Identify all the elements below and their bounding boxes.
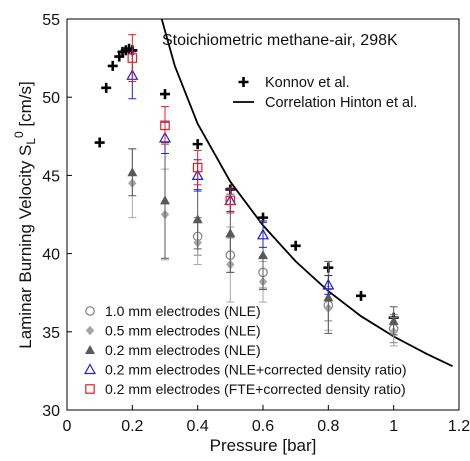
y-axis-label-sub: L	[24, 138, 38, 145]
y-tick-label: 30	[42, 403, 60, 420]
y-tick-label: 35	[42, 325, 60, 342]
data-point	[108, 61, 118, 71]
x-tick-label: 0.6	[252, 418, 274, 435]
y-tick-label: 45	[42, 168, 60, 185]
y-axis-label-unit: [cm/s]	[16, 81, 35, 131]
legend-entry-label: Konnov et al.	[265, 75, 350, 91]
legend-top: Konnov et al. Correlation Hinton et al.	[233, 75, 417, 111]
x-tick-label: 1.2	[448, 418, 470, 435]
data-point	[225, 228, 235, 237]
data-point	[95, 138, 105, 148]
data-point	[291, 241, 301, 251]
legend-marker	[86, 385, 94, 393]
series-0	[95, 44, 399, 323]
legend-bottom: 1.0 mm electrodes (NLE) 0.5 mm electrodes…	[85, 303, 407, 397]
legend-marker	[86, 307, 94, 315]
y-tick-label: 40	[42, 247, 60, 264]
data-point	[127, 167, 137, 176]
y-tick-label: 55	[42, 12, 60, 29]
legend-entry-label: 0.2 mm electrodes (NLE)	[105, 342, 261, 358]
legend-marker	[239, 77, 249, 87]
data-point	[193, 139, 203, 149]
x-tick-label: 0.4	[187, 418, 209, 435]
legend-marker	[85, 345, 95, 354]
legend-entry-label: 0.2 mm electrodes (NLE+corrected density…	[105, 362, 407, 378]
y-axis-label-main: Laminar Burning Velocity S	[16, 145, 35, 349]
legend-entry-label: 0.5 mm electrodes (NLE)	[105, 323, 261, 339]
y-ticks: 30 35 40 45 50 55	[42, 12, 72, 420]
x-tick-label: 0.8	[317, 418, 339, 435]
y-axis-label: Laminar Burning Velocity SL0 [cm/s]	[12, 81, 38, 349]
data-point	[258, 250, 268, 259]
data-point	[193, 214, 203, 223]
data-point	[160, 89, 170, 99]
legend-marker	[85, 365, 95, 374]
series-6	[128, 35, 234, 213]
legend-marker	[86, 326, 94, 336]
x-axis-label: Pressure [bar]	[210, 436, 317, 455]
data-point	[356, 291, 366, 301]
x-tick-label: 1	[389, 418, 398, 435]
x-tick-label: 0.2	[121, 418, 143, 435]
legend-entry-label: 1.0 mm electrodes (NLE)	[105, 303, 261, 319]
x-tick-label: 0	[63, 418, 72, 435]
legend-entry-label: 0.2 mm electrodes (FTE+corrected density…	[105, 381, 406, 397]
data-point	[160, 195, 170, 204]
legend-entry-label: Correlation Hinton et al.	[265, 95, 417, 111]
y-tick-label: 50	[42, 90, 60, 107]
chart-annotation: Stoichiometric methane-air, 298K	[162, 32, 398, 49]
data-point	[101, 83, 111, 93]
